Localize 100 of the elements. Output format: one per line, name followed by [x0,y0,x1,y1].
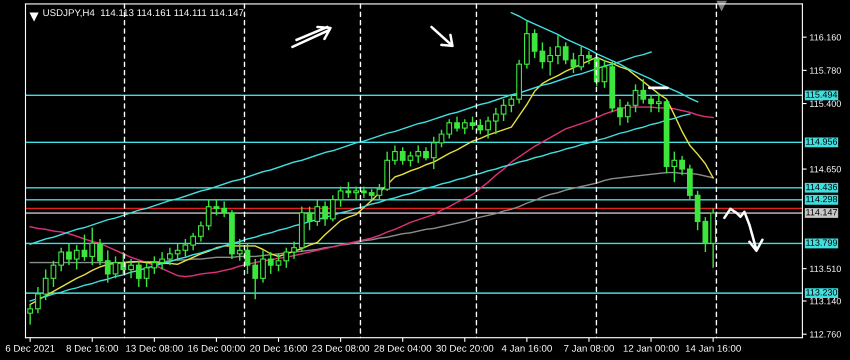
candlestick [291,240,297,260]
chart-title: USDJPY,H4 114.113 114.161 114.111 114.147 [43,9,244,18]
x-tick-label: 4 Jan 16:00 [502,344,552,352]
ref-line-label: 113.230 [806,289,838,296]
candlestick [586,50,592,65]
candlestick [562,42,569,65]
candlestick [361,186,367,199]
candlestick [35,286,41,314]
candlestick [400,146,406,166]
candlestick [671,150,678,183]
x-tick-label: 7 Jan 08:00 [564,344,614,352]
y-tick-label: 114.650 [810,166,841,172]
x-tick-label: 6 Dec 2021 [6,344,55,352]
y-tick-label: 112.760 [810,331,841,338]
candlestick [462,118,468,135]
candlestick [648,94,654,113]
candlestick [423,146,429,162]
candlestick [632,84,638,113]
candlestick [624,101,631,124]
ref-line-label: 114.956 [806,138,838,145]
x-tick-label: 20 Dec 16:00 [250,344,308,352]
candlestick [492,107,499,135]
x-tick-label: 16 Dec 00:00 [188,344,245,352]
candlestick [477,118,484,135]
x-tick-label: 8 Dec 16:00 [66,344,118,352]
candlestick [438,129,444,148]
candlestick [252,258,258,300]
candlestick [508,94,514,113]
candlestick [283,247,290,268]
candlestick [159,251,165,270]
line-series [29,106,714,278]
candlestick [500,98,506,122]
candlestick [446,118,452,140]
ref-line-label: 114.147 [806,209,838,216]
candlestick [136,260,142,288]
y-tick-label: 116.160 [810,34,841,41]
candlestick [74,244,80,270]
candlestick [50,260,56,288]
candlestick [58,247,64,272]
x-tick-label: 23 Dec 08:00 [312,344,370,352]
ref-line-label: 113.799 [806,239,838,246]
candlestick [214,198,220,216]
candlestick [485,116,491,140]
candlestick [244,242,250,275]
candlestick [66,242,72,266]
candlestick [555,34,561,65]
candlestick [470,116,476,130]
candlestick [430,136,437,170]
candlestick [166,247,173,266]
candlestick [97,238,103,266]
candlestick [578,46,584,72]
candlestick [330,194,336,222]
x-tick-label: 14 Jan 16:00 [686,344,741,352]
candlestick [454,116,460,132]
ref-line-label: 115.494 [806,91,838,98]
candlestick [408,150,414,168]
candlestick [617,98,623,126]
candlestick [547,46,554,76]
candlestick [368,188,375,200]
candlestick [540,42,546,70]
candlestick [338,186,344,208]
candlestick [198,220,204,242]
candlestick [268,251,274,275]
candlestick [174,242,181,262]
candlestick [392,144,398,166]
candlestick [702,216,708,253]
candlestick [112,256,118,279]
candlestick [206,198,212,231]
candlestick [128,258,134,279]
candlestick [89,226,96,266]
y-tick-label: 115.400 [810,100,841,107]
candlestick [144,262,150,288]
candlestick [236,238,243,262]
ref-line-label: 114.436 [806,184,838,190]
candlestick [27,304,34,326]
candlestick [306,206,312,231]
x-tick-label: 13 Dec 08:00 [126,344,183,352]
candlestick [679,155,685,176]
candlestick [314,198,320,227]
candlestick [190,232,196,252]
candlestick [82,234,88,262]
candlestick [322,200,328,227]
candlestick [221,200,228,218]
candlestick [570,52,576,74]
candlestick [260,250,266,284]
candlestick [656,92,662,113]
candlestick [182,238,188,258]
candlestick [151,256,158,275]
ref-line-label: 114.298 [806,196,838,202]
y-tick-label: 113.140 [810,298,841,304]
candlestick [602,59,608,89]
candlestick [415,144,422,164]
candlestick [276,253,282,272]
x-tick-label: 30 Dec 20:00 [436,344,494,352]
y-tick-label: 115.780 [810,67,841,74]
candlestick [640,78,646,104]
candlestick [42,268,49,301]
candlestick [532,28,538,59]
candlestick [104,250,111,284]
x-tick-label: 12 Jan 00:00 [624,344,679,352]
